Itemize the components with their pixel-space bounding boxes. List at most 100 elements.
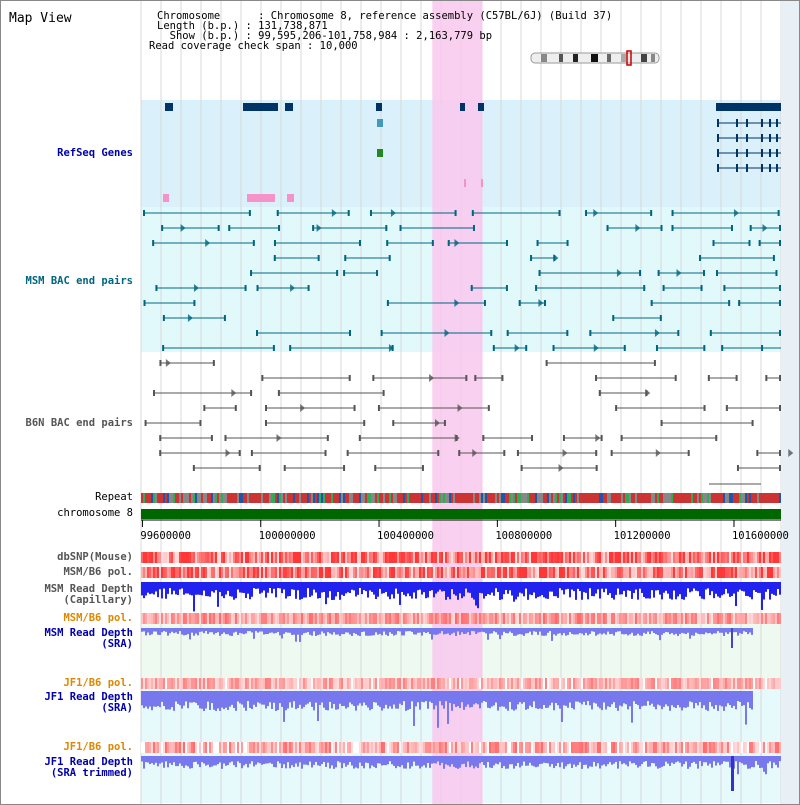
msm-cap-depth-bar <box>345 582 347 594</box>
msm-sra-depth-bar <box>235 628 237 632</box>
track-label-jf1-pol[interactable]: JF1/B6 pol. <box>63 677 133 689</box>
b6n-bac-arrow <box>595 434 601 442</box>
track-label-msm-pol[interactable]: MSM/B6 pol. <box>63 566 133 578</box>
repeat-segment <box>263 493 265 503</box>
repeat-segment <box>399 493 401 503</box>
msm-bac-end <box>639 270 642 276</box>
msm-pol-cell <box>575 567 577 578</box>
jf1-pol2-cell <box>741 742 743 753</box>
jf1-depth-bar <box>611 691 613 705</box>
msm-bac-end <box>273 240 276 246</box>
msm-pol2-cell <box>379 613 381 624</box>
msm-cap-depth-bar <box>587 582 589 600</box>
jf1-depth-bar <box>271 691 273 709</box>
msm-cap-depth-bar <box>341 582 343 595</box>
msm-pol-cell <box>213 567 215 578</box>
msm-pol2-cell <box>593 613 595 624</box>
track-label-chromosome[interactable]: chromosome 8 <box>57 507 133 519</box>
track-label-msm-bac[interactable]: MSM BAC end pairs <box>25 275 133 287</box>
jf1-pol-cell <box>479 678 481 689</box>
jf1-pol2-cell <box>185 742 187 753</box>
msm-cap-depth-bar <box>375 582 377 600</box>
msm-pol-cell <box>221 567 223 578</box>
msm-cap-depth-bar <box>461 582 463 599</box>
jf1-pol-cell <box>717 678 719 689</box>
track-label-dbsnp[interactable]: dbSNP(Mouse) <box>57 551 133 563</box>
jf1-trim-depth-bar <box>305 756 307 765</box>
jf1-pol2-cell <box>143 742 145 753</box>
jf1-trim-depth-bar <box>527 756 529 766</box>
repeat-segment <box>243 493 245 503</box>
dbsnp-cell <box>409 552 411 563</box>
msm-cap-depth-bar <box>517 582 519 597</box>
msm-sra-depth-bar <box>265 628 267 635</box>
repeat-segment <box>483 493 485 503</box>
jf1-pol-cell <box>767 678 769 689</box>
track-label-b6n-bac[interactable]: B6N BAC end pairs <box>25 417 133 429</box>
gene-exon <box>736 134 738 142</box>
msm-depth-cap-line1: MSM Read Depth <box>44 583 133 595</box>
msm-pol-cell <box>473 567 475 578</box>
jf1-trim-depth-bar <box>183 756 185 768</box>
jf1-depth-bar <box>217 691 219 709</box>
track-label-repeat[interactable]: Repeat <box>95 491 133 503</box>
jf1-trim-depth-bar <box>595 756 597 767</box>
dbsnp-cell <box>351 552 353 563</box>
msm-bac-arrow <box>553 254 559 262</box>
track-label-jf1-trim[interactable]: JF1 Read Depth (SRA trimmed) <box>44 757 133 779</box>
msm-pol2-cell <box>417 613 419 624</box>
repeat-segment <box>145 493 147 503</box>
msm-cap-depth-bar <box>267 582 269 593</box>
track-label-msm-depth-cap[interactable]: MSM Read Depth (Capillary) <box>44 584 133 606</box>
dbsnp-cell <box>151 552 153 563</box>
msm-sra-depth-bar <box>571 628 573 634</box>
track-label-refseq[interactable]: RefSeq Genes <box>57 147 133 159</box>
dbsnp-cell <box>709 552 711 563</box>
jf1-depth-bar <box>407 691 409 710</box>
dbsnp-cell <box>657 552 659 563</box>
msm-pol2-cell <box>199 613 201 624</box>
track-label-jf1-depth[interactable]: JF1 Read Depth (SRA) <box>44 692 133 714</box>
dbsnp-cell <box>513 552 515 563</box>
track-label-msm-depth-sra[interactable]: MSM Read Depth (SRA) <box>44 628 133 650</box>
msm-sra-depth-bar <box>539 628 541 632</box>
jf1-trim-depth-bar <box>655 756 657 767</box>
refseq-pink-mark <box>163 194 169 202</box>
jf1-trim-depth-bar <box>401 756 403 766</box>
repeat-segment <box>285 493 287 503</box>
msm-pol-cell <box>237 567 239 578</box>
dbsnp-cell <box>163 552 165 563</box>
jf1-depth-bar <box>411 691 413 702</box>
repeat-segment <box>737 493 739 503</box>
msm-pol2-cell <box>391 613 393 624</box>
jf1-pol-cell <box>679 678 681 689</box>
msm-pol2-cell <box>463 613 465 624</box>
jf1-pol2-cell <box>371 742 373 753</box>
jf1-pol-cell <box>349 678 351 689</box>
msm-pol2-cell <box>595 613 597 624</box>
msm-pol2-cell <box>631 613 633 624</box>
repeat-segment <box>383 493 385 503</box>
jf1-pol2-cell <box>171 742 173 753</box>
repeat-segment <box>561 493 563 503</box>
jf1-pol-cell <box>731 678 733 689</box>
jf1-pol-cell <box>665 678 667 689</box>
jf1-pol-cell <box>699 678 701 689</box>
jf1-depth-bar <box>589 691 591 706</box>
jf1-trim-depth-bar <box>387 756 389 765</box>
msm-bac-end <box>779 240 781 246</box>
repeat-segment <box>161 493 163 503</box>
track-label-jf1-pol2[interactable]: JF1/B6 pol. <box>63 741 133 753</box>
track-label-msm-pol2[interactable]: MSM/B6 pol. <box>63 612 133 624</box>
jf1-depth-bar <box>413 691 415 727</box>
msm-pol-cell <box>297 567 299 578</box>
jf1-pol2-cell <box>229 742 231 753</box>
repeat-segment <box>599 493 601 503</box>
jf1-pol-cell <box>531 678 533 689</box>
msm-cap-depth-bar <box>385 582 387 592</box>
jf1-pol2-cell <box>435 742 437 753</box>
jf1-depth-bar <box>489 691 491 709</box>
jf1-pol2-cell <box>775 742 777 753</box>
repeat-segment <box>381 493 383 503</box>
